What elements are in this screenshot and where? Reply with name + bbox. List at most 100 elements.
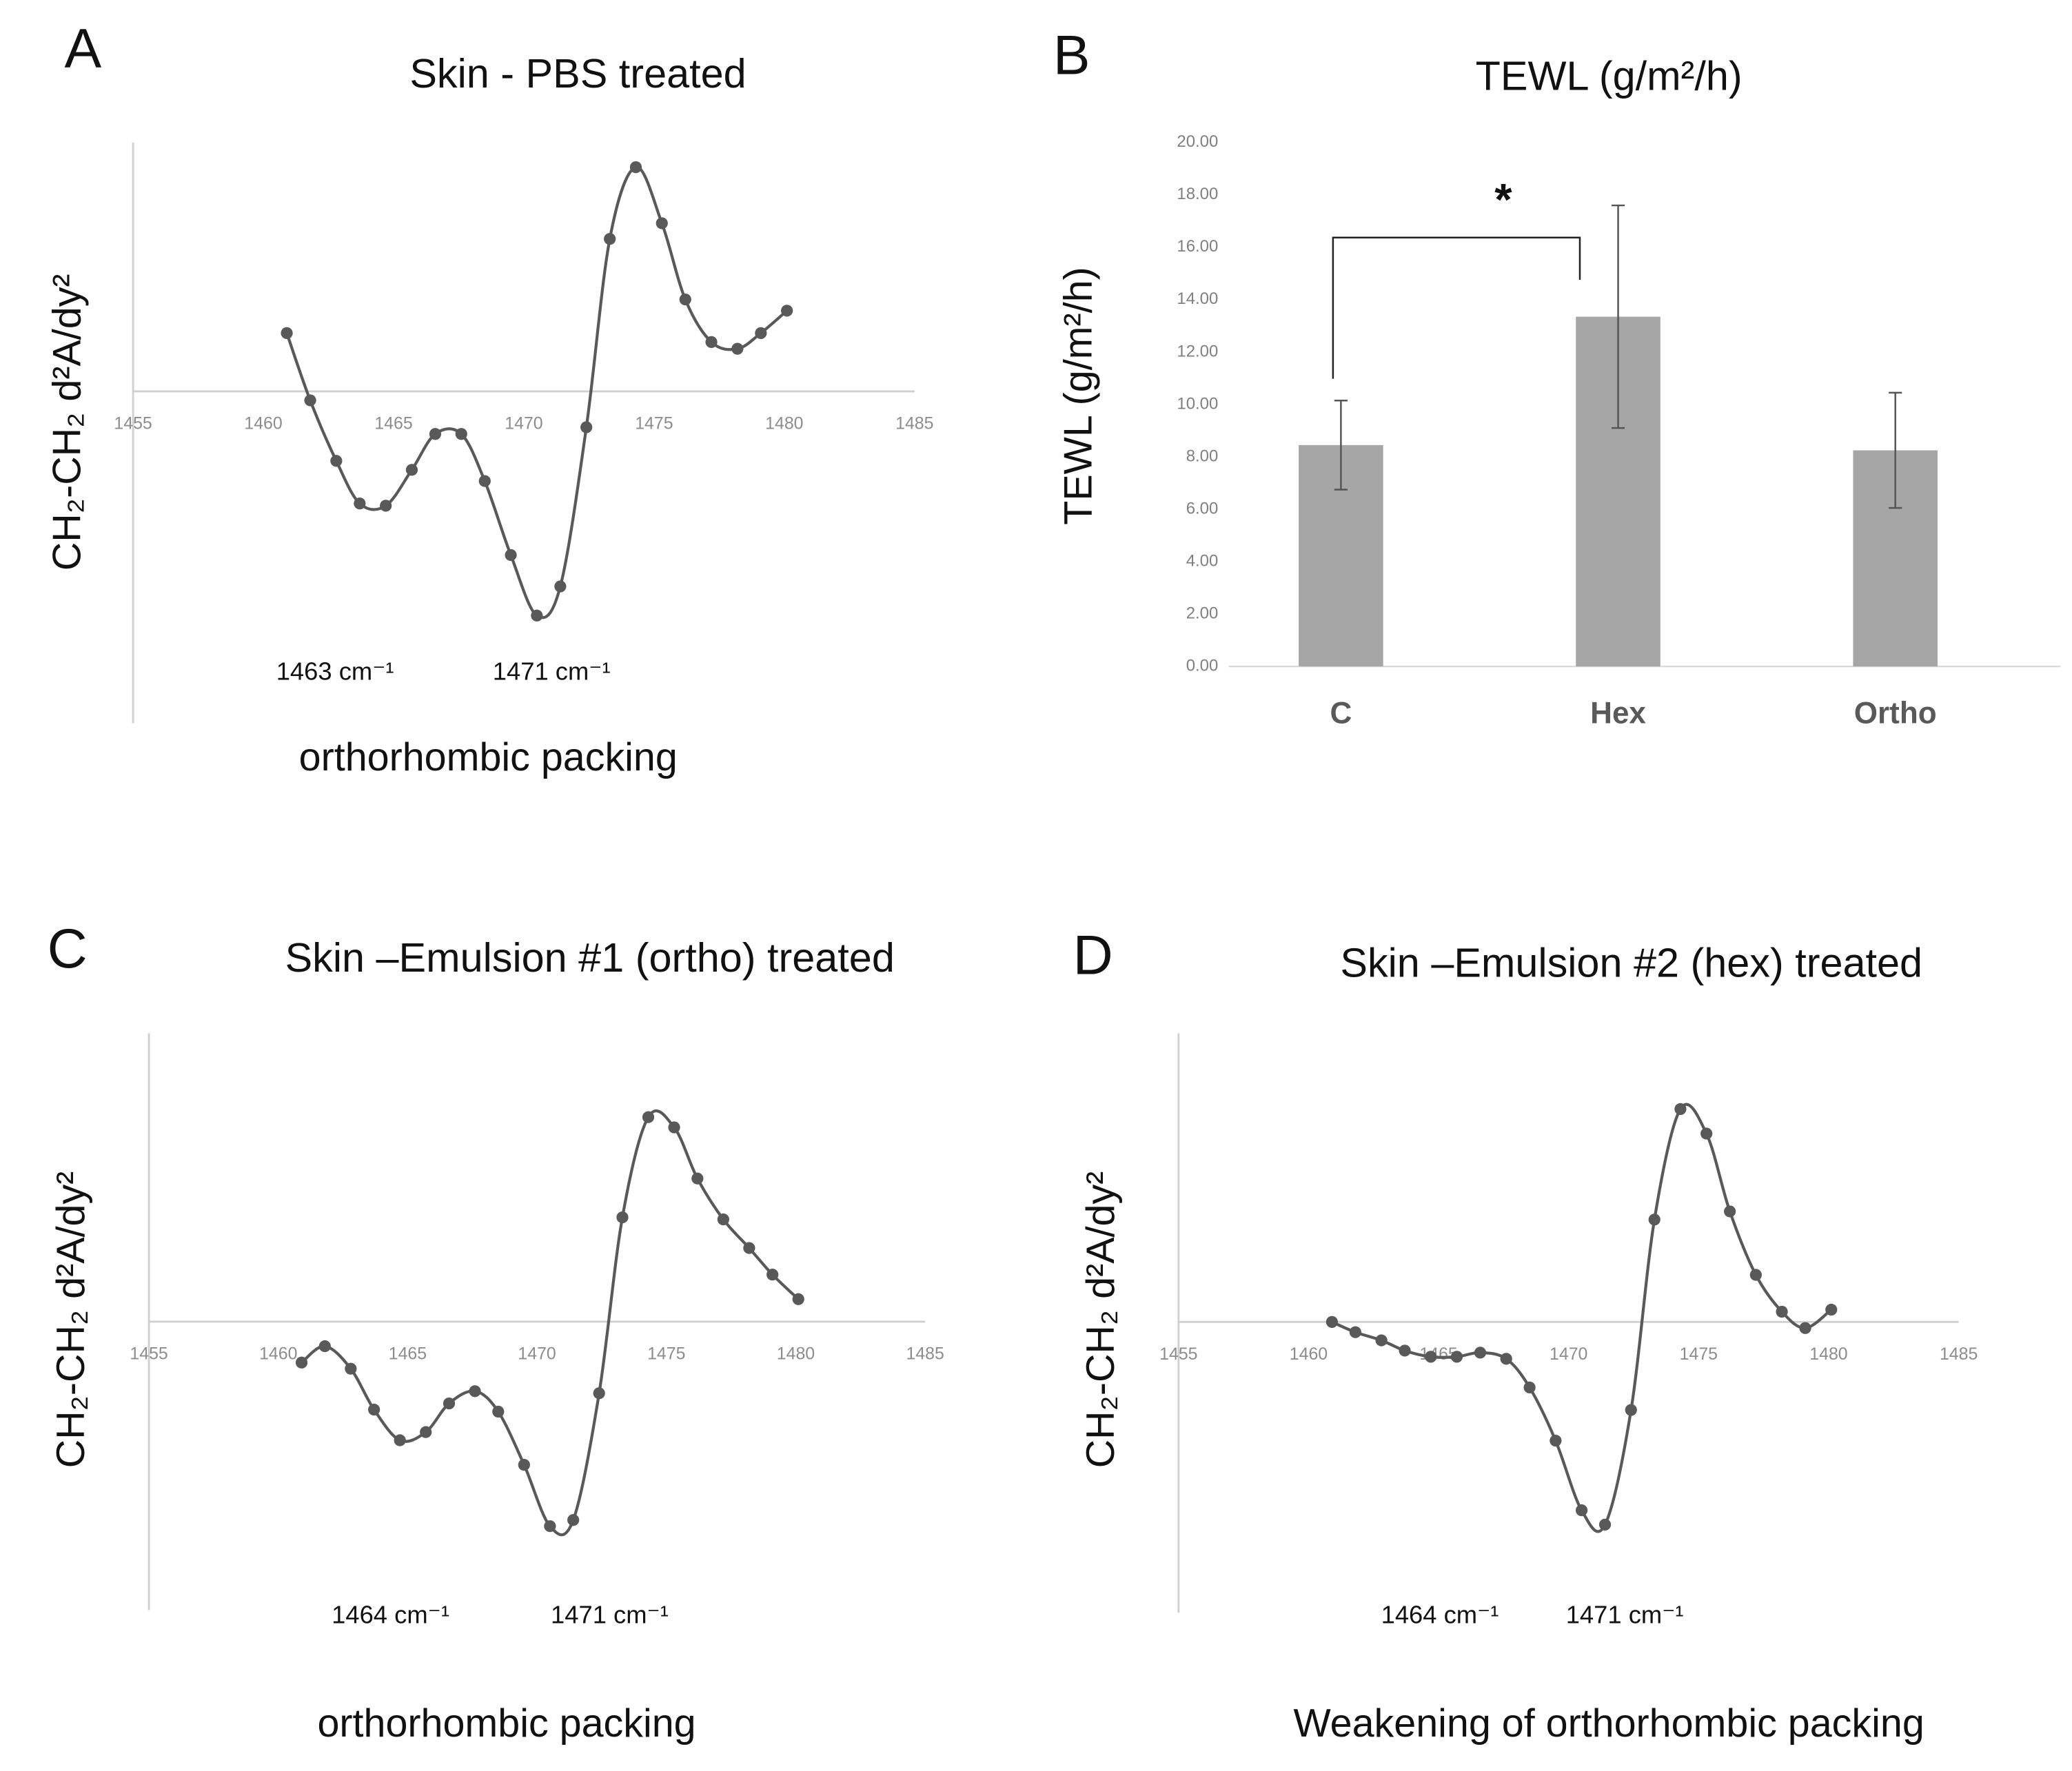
data-point: [1375, 1334, 1388, 1347]
caption: Weakening of orthorhombic packing: [1293, 1701, 1924, 1746]
data-point: [295, 1356, 308, 1369]
x-tick-label: 1475: [647, 1344, 685, 1363]
peak-annotation: 1471 cm⁻¹: [493, 657, 611, 685]
data-point: [604, 233, 616, 245]
data-point: [544, 1520, 556, 1533]
data-point: [554, 580, 567, 593]
data-point: [405, 464, 418, 476]
caption: orthorhombic packing: [299, 735, 678, 779]
data-point: [1674, 1103, 1687, 1116]
y-tick-label: 14.00: [1177, 289, 1218, 308]
data-point: [1425, 1351, 1437, 1363]
data-point: [766, 1269, 779, 1281]
data-point: [345, 1362, 357, 1375]
data-point: [429, 428, 442, 440]
data-point: [668, 1121, 680, 1134]
data-point: [531, 609, 543, 622]
x-tick-label: 1480: [765, 413, 803, 433]
data-point: [1724, 1205, 1736, 1218]
error-bar: [1889, 391, 1902, 509]
data-point: [1598, 1518, 1612, 1531]
x-tick-label: 1465: [389, 1344, 427, 1363]
data-point: [380, 500, 392, 512]
y-tick-label: 2.00: [1186, 604, 1219, 622]
data-point: [705, 336, 718, 348]
data-point: [281, 327, 293, 339]
data-point: [743, 1242, 755, 1254]
data-point: [443, 1398, 456, 1410]
data-point: [354, 498, 366, 510]
data-point: [717, 1213, 729, 1226]
data-point: [792, 1293, 804, 1305]
data-point: [318, 1340, 331, 1353]
significance-mark: *: [1494, 174, 1512, 225]
data-point: [455, 428, 467, 440]
data-point: [1700, 1127, 1713, 1140]
data-point: [492, 1405, 505, 1418]
data-point: [567, 1514, 580, 1526]
x-tick-label: C: [1330, 697, 1352, 730]
y-tick-label: 12.00: [1177, 342, 1218, 360]
panel-label: C: [48, 918, 88, 980]
data-point: [1648, 1214, 1660, 1226]
caption: orthorhombic packing: [317, 1701, 695, 1746]
data-point: [1523, 1381, 1536, 1394]
data-point: [478, 475, 491, 487]
data-point: [580, 421, 593, 433]
data-point: [304, 394, 316, 407]
data-point: [1450, 1351, 1463, 1363]
data-point: [1349, 1326, 1361, 1338]
y-tick-label: 8.00: [1186, 447, 1219, 465]
x-tick-label: 1470: [1550, 1344, 1587, 1364]
peak-annotation: 1471 cm⁻¹: [1566, 1601, 1684, 1629]
x-tick-label: 1485: [895, 413, 933, 433]
data-point: [1399, 1344, 1411, 1357]
data-point: [1776, 1305, 1788, 1318]
data-point: [1500, 1353, 1512, 1365]
peak-annotation: 1471 cm⁻¹: [551, 1601, 669, 1629]
data-point: [755, 327, 767, 339]
data-point: [656, 217, 668, 229]
data-point: [1749, 1269, 1762, 1281]
data-point: [781, 305, 793, 317]
data-point: [1474, 1347, 1487, 1359]
y-tick-label: 0.00: [1186, 656, 1219, 675]
data-point: [731, 342, 744, 355]
y-axis-label: CH₂-CH₂ d²A/dy²: [49, 1171, 93, 1468]
x-tick-label: 1480: [1809, 1344, 1847, 1364]
error-bar: [1611, 204, 1625, 429]
x-tick-label: 1460: [259, 1344, 297, 1363]
x-tick-label: 1480: [777, 1344, 815, 1363]
y-tick-label: 18.00: [1177, 185, 1218, 203]
x-tick-label: 1475: [1680, 1344, 1718, 1364]
data-point: [1550, 1435, 1562, 1447]
data-point: [1575, 1504, 1588, 1517]
data-point: [691, 1172, 704, 1185]
peak-annotation: 1464 cm⁻¹: [1381, 1601, 1499, 1629]
y-axis-label: CH₂-CH₂ d²A/dy²: [1079, 1171, 1123, 1468]
data-point: [1625, 1404, 1637, 1416]
x-tick-label: 1475: [635, 413, 673, 433]
x-tick-label: 1460: [1290, 1344, 1328, 1364]
x-tick-label: Hex: [1590, 697, 1646, 730]
peak-annotation: 1464 cm⁻¹: [332, 1601, 449, 1629]
y-tick-label: 20.00: [1177, 132, 1218, 151]
data-line: [301, 1109, 800, 1537]
x-tick-label: 1465: [374, 413, 412, 433]
x-tick-label: 1455: [130, 1344, 167, 1363]
chart-title: Skin - PBS treated: [409, 50, 746, 96]
y-axis-label: TEWL (g/m²/h): [1056, 267, 1100, 524]
data-point: [1326, 1316, 1339, 1328]
data-point: [593, 1387, 605, 1400]
x-tick-label: Ortho: [1854, 697, 1937, 730]
error-bar: [1334, 400, 1348, 491]
data-point: [616, 1211, 629, 1224]
y-tick-label: 6.00: [1186, 499, 1219, 518]
data-point: [1799, 1322, 1811, 1334]
chart-title: Skin –Emulsion #2 (hex) treated: [1340, 940, 1922, 986]
x-tick-label: 1470: [505, 413, 542, 433]
x-tick-label: 1485: [906, 1344, 944, 1363]
x-tick-label: 1460: [244, 413, 282, 433]
data-point: [420, 1426, 432, 1438]
